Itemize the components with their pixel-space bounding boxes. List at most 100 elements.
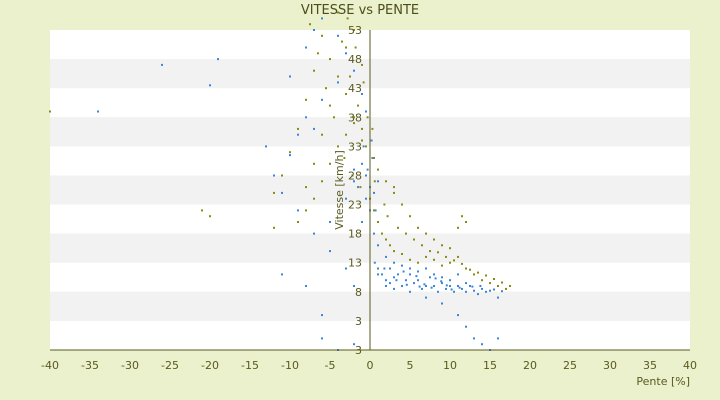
series-b-point [313,162,315,165]
series-b-point [457,255,459,258]
series-b-point [362,81,365,84]
series-a-point [161,63,163,66]
series-b-point [345,93,347,95]
series-a-point [365,174,367,177]
series-a-point [445,287,447,290]
series-b-point [361,139,363,142]
series-a-point [465,282,467,285]
series-a-point [297,209,299,212]
y-tick-label: 13 [348,257,362,270]
series-a-point [471,285,474,288]
series-a-point [457,273,459,276]
series-a-point [353,180,355,183]
x-tick-label: -25 [161,359,179,372]
series-b-point [354,46,357,49]
y-tick-label: 3 [355,344,362,357]
series-a-point [389,282,391,285]
series-a-point [385,255,387,258]
series-a-point [402,270,405,273]
x-tick-label: 25 [563,359,577,372]
series-b-point [373,157,375,159]
series-b-point [477,271,479,274]
series-b-point [321,133,323,136]
series-b-point [343,157,346,159]
series-b-point [457,226,459,229]
series-a-point [353,285,355,287]
series-b-point [273,191,275,194]
y-tick-label: 48 [348,53,362,66]
series-b-point [389,244,391,247]
series-a-point [497,296,499,299]
series-a-point [465,290,467,293]
series-a-point [481,343,483,346]
series-a-point [409,273,411,276]
series-b-point [409,258,411,261]
y-axis-title: Vitesse [km/h] [333,150,346,230]
series-a-point [209,84,211,87]
series-a-point [477,293,479,296]
series-b-point [313,197,315,200]
series-b-point [421,244,423,247]
series-a-point [395,279,398,282]
series-a-point [361,93,363,95]
series-b-point [417,226,419,229]
y-tick-label: 23 [348,199,362,212]
series-b-point [405,232,407,235]
series-a-point [389,267,391,270]
series-b-point [366,116,369,119]
series-b-point [361,63,363,66]
series-a-point [305,285,307,287]
series-b-point [289,151,291,154]
series-b-point [461,262,463,265]
series-a-point [377,273,379,276]
series-a-point [465,325,467,328]
series-b-point [317,52,319,55]
series-b-point [401,253,403,255]
series-a-point [265,145,267,148]
series-a-point [217,58,219,61]
series-b-point [345,46,347,49]
y-tick-label: 38 [348,111,362,124]
series-a-point [393,276,395,279]
series-a-point [461,287,463,290]
series-a-point [345,267,347,270]
series-b-point [493,278,495,280]
series-a-point [345,197,347,200]
series-b-point [425,232,427,235]
x-tick-label: 5 [407,359,414,372]
series-a-point [329,221,331,223]
series-b-point [473,273,475,276]
series-a-point [481,287,483,290]
series-b-point [305,186,307,189]
series-a-point [409,267,411,270]
x-tick-label: 10 [443,359,457,372]
series-a-point [281,273,283,276]
x-tick-label: 40 [683,359,697,372]
series-a-point [370,139,373,142]
series-b-point [509,285,511,287]
series-b-point [373,209,375,212]
series-a-point [321,337,323,340]
series-a-point [423,283,426,286]
series-b-point [341,40,343,43]
series-b-point [337,11,339,14]
series-a-point [393,287,395,290]
series-b-point [333,116,335,119]
series-a-point [405,283,408,286]
x-tick-label: 30 [603,359,617,372]
series-a-point [485,290,487,293]
series-a-point [401,264,403,267]
x-tick-label: 15 [483,359,497,372]
series-a-point [479,285,482,287]
series-b-point [329,104,331,107]
series-a-point [273,174,275,177]
series-a-point [366,168,369,171]
series-b-point [345,133,347,136]
series-a-point [313,127,315,130]
series-b-point [346,17,349,20]
series-a-point [321,314,323,317]
series-b-point [377,221,379,223]
series-a-point [433,273,435,276]
series-a-point [305,46,307,49]
series-b-point [497,285,499,287]
